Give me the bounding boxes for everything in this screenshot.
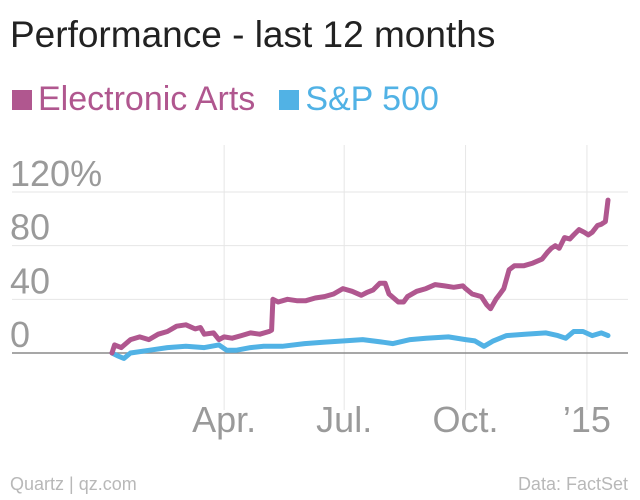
x-tick-label-2: Oct. <box>433 399 499 440</box>
y-tick-label-1: 40 <box>10 260 50 301</box>
legend-label-ea: Electronic Arts <box>38 80 256 118</box>
legend-item-sp500: S&P 500 <box>279 80 439 119</box>
footer-credit: Quartz | qz.com <box>10 474 137 494</box>
footer-source: Data: FactSet <box>517 474 628 494</box>
legend-label-sp500: S&P 500 <box>305 80 439 118</box>
x-tick-label-0: Apr. <box>192 399 256 440</box>
series-line-sp500 <box>109 329 611 361</box>
chart-title: Performance - last 12 months <box>10 14 496 55</box>
legend-item-ea: Electronic Arts <box>12 80 255 119</box>
x-tick-label-3: ’15 <box>563 399 611 440</box>
x-tick-label-1: Jul. <box>316 399 372 440</box>
legend-swatch-sp500 <box>279 89 300 110</box>
series-line-electronic-arts <box>109 197 611 356</box>
y-tick-label-2: 80 <box>10 207 50 248</box>
legend-swatch-ea <box>12 89 32 110</box>
y-tick-label-3: 120% <box>10 153 102 194</box>
y-tick-label-0: 0 <box>10 314 30 355</box>
chart-legend: Electronic Arts S&P 500 <box>12 80 463 119</box>
